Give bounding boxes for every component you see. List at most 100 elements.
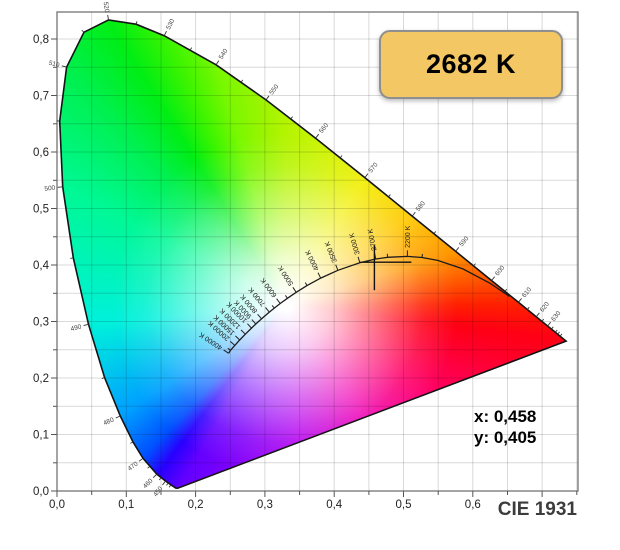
temperature-tick: [229, 341, 236, 346]
wavelength-minor-tick: [147, 465, 151, 469]
temperature-tick: [227, 347, 231, 351]
crosshair-marker: [360, 245, 412, 291]
wavelength-tick: [130, 441, 134, 444]
cct-badge: 2682 K: [379, 30, 563, 99]
xy-readout: x: 0,458 y: 0,405: [474, 406, 536, 448]
wavelength-minor-tick: [158, 477, 162, 481]
readout-x: x: 0,458: [474, 407, 537, 426]
wavelength-minor-tick: [388, 194, 391, 198]
wavelength-label: 490: [70, 323, 83, 333]
wavelength-tick: [455, 247, 460, 252]
wavelength-tick: [57, 186, 63, 188]
wavelength-minor-tick: [189, 47, 192, 51]
wavelength-tick: [518, 298, 522, 303]
wavelength-tick: [315, 133, 320, 139]
temperature-label: 6000 K: [260, 276, 279, 298]
wavelength-tick: [83, 323, 89, 327]
wavelength-minor-tick: [433, 231, 437, 234]
temperature-tick: [304, 282, 308, 286]
x-tick-label: 0,1: [118, 499, 134, 511]
wavelength-minor-tick: [541, 318, 545, 322]
wavelength-label: 500: [44, 185, 56, 193]
x-tick-label: 0,3: [257, 499, 273, 511]
x-tick-label: 0,6: [465, 499, 481, 511]
wavelength-tick: [547, 321, 552, 327]
x-tick-label: 0,4: [326, 499, 343, 511]
x-tick-label: 0,0: [49, 499, 65, 511]
y-tick-label: 0,7: [33, 91, 49, 103]
wavelength-label: 610: [521, 286, 534, 299]
wavelength-tick: [559, 333, 563, 337]
temperature-label: 2700 K: [367, 228, 378, 251]
wavelength-minor-tick: [557, 331, 560, 335]
y-tick-label: 0,3: [33, 317, 49, 329]
spectral-locus-outline: [58, 19, 568, 490]
temperature-tick: [276, 298, 281, 304]
wavelength-minor-tick: [473, 263, 476, 267]
wavelength-minor-tick: [504, 288, 508, 292]
wavelength-tick: [115, 415, 121, 419]
wavelength-tick: [168, 484, 172, 488]
wavelength-tick: [265, 95, 270, 101]
temperature-label: 2200 K: [405, 225, 412, 248]
wavelength-label: 580: [415, 200, 428, 213]
diagram-title: CIE 1931: [497, 499, 577, 520]
temperature-tick: [247, 323, 252, 329]
wavelength-tick: [107, 14, 109, 20]
y-tick-label: 0,4: [33, 260, 50, 272]
wavelength-minor-tick: [526, 306, 530, 310]
wavelength-minor-tick: [166, 482, 169, 486]
temperature-label: 3000 K: [349, 232, 362, 256]
plot-border: [56, 11, 579, 492]
y-tick-label: 0,2: [33, 373, 49, 385]
x-axis: 0,0 0,1 0,2 0,3 0,4 0,5 0,6: [49, 491, 578, 511]
temperature-label: 4000 K: [305, 248, 321, 271]
wavelength-label: 540: [218, 48, 230, 61]
y-axis: 0,0 0,1 0,2 0,3 0,4 0,5 0,6 0,7 0,8: [33, 34, 57, 498]
temperature-tick: [271, 305, 275, 309]
temperature-tick: [357, 256, 361, 263]
wavelength-tick: [138, 457, 144, 462]
temperature-tick: [223, 349, 229, 354]
wavelength-tick: [411, 211, 416, 217]
temperature-tick: [292, 287, 297, 293]
temperature-tick: [421, 253, 423, 258]
wavelength-label: 550: [268, 83, 280, 96]
x-tick-label: 0,5: [396, 499, 412, 511]
y-tick-label: 0,8: [33, 34, 49, 46]
y-tick-label: 0,1: [33, 430, 49, 442]
temperature-tick: [317, 272, 322, 279]
wavelength-minor-tick: [339, 155, 343, 159]
temperature-tick: [257, 313, 262, 320]
wavelength-tick: [215, 60, 220, 66]
wavelength-tick: [162, 480, 166, 486]
wavelength-label: 630: [550, 310, 563, 323]
wavelength-label: 620: [539, 301, 552, 314]
wavelength-label: 480: [102, 416, 115, 427]
wavelength-tick: [101, 377, 105, 380]
wavelength-tick: [554, 329, 558, 333]
cct-value: 2682 K: [425, 49, 517, 79]
wavelength-tick: [163, 30, 167, 36]
wavelength-label: 600: [494, 264, 507, 277]
readout-y: y: 0,405: [474, 428, 537, 447]
temperature-tick: [240, 329, 246, 335]
temperature-tick: [335, 264, 339, 271]
wavelength-tick: [152, 473, 158, 479]
wavelength-label: 510: [48, 60, 61, 70]
temperature-tick: [265, 307, 270, 313]
wavelength-tick: [364, 173, 369, 178]
wavelength-minor-tick: [551, 326, 554, 330]
wavelength-tick: [81, 29, 85, 33]
y-tick-label: 0,0: [33, 486, 49, 498]
temperature-tick: [235, 335, 241, 341]
wavelength-label: 520: [102, 1, 111, 13]
wavelength-tick: [135, 21, 138, 25]
x-tick-label: 0,2: [188, 499, 204, 511]
temperature-label: 5000 K: [277, 264, 295, 287]
wavelength-tick: [70, 257, 74, 259]
temperature-tick: [251, 319, 257, 325]
wavelength-label: 530: [165, 18, 176, 31]
